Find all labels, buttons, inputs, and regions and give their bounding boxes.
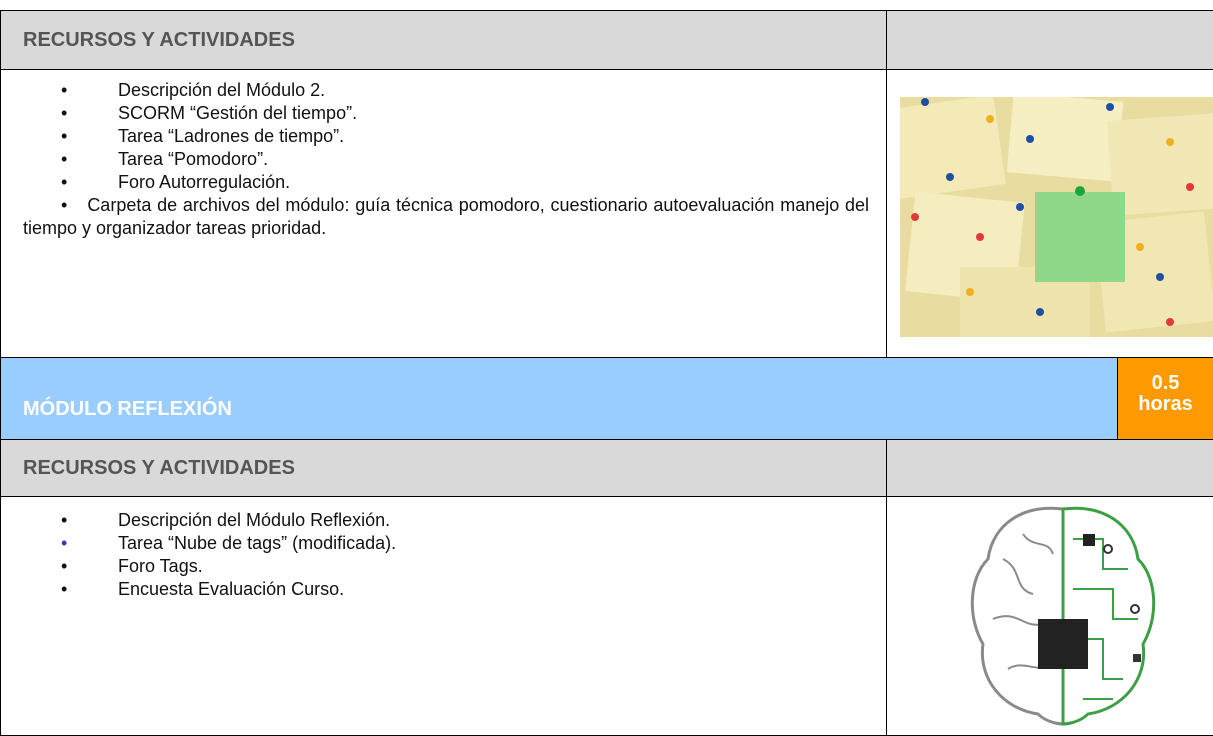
header-text: RECURSOS Y ACTIVIDADES [23, 28, 295, 51]
bullet: • [61, 172, 68, 192]
bullet: • [61, 149, 68, 169]
bullet: • [61, 103, 68, 123]
image-cell [886, 69, 1213, 358]
item-text: Foro Autorregulación. [118, 172, 291, 192]
item-text: Tarea “Ladrones de tiempo”. [118, 126, 345, 146]
image-cell [886, 496, 1213, 736]
bullet: • [61, 556, 68, 576]
item-text: Carpeta de archivos del módulo: guía téc… [23, 195, 869, 238]
item-list: • Descripción del Módulo Reflexión. • Tarea… [0, 496, 887, 736]
header-cell [886, 10, 1213, 70]
list-item: • Descripción del Módulo Reflexión. [1, 509, 886, 532]
module-title-cell: MÓDULO REFLEXIÓN [0, 357, 1118, 440]
bullet: • [61, 510, 68, 530]
list-item: • Tarea “Pomodoro”. [1, 148, 886, 171]
bullet: • [61, 80, 68, 100]
item-text: SCORM “Gestión del tiempo”. [118, 103, 358, 123]
sticky-notes-image [900, 97, 1213, 337]
item-text: Descripción del Módulo Reflexión. [118, 510, 391, 530]
list-item: • Encuesta Evaluación Curso. [1, 578, 886, 601]
header-text: RECURSOS Y ACTIVIDADES [23, 456, 295, 479]
bullet: • [61, 533, 68, 553]
item-text: Tarea “Pomodoro”. [118, 149, 269, 169]
bullet: • [61, 195, 68, 215]
list-item: • SCORM “Gestión del tiempo”. [1, 102, 886, 125]
list-item: • Carpeta de archivos del módulo: guía té… [1, 194, 886, 240]
list-item: • Tarea “Ladrones de tiempo”. [1, 125, 886, 148]
item-list: • Descripción del Módulo 2. • SCORM “Gestió… [0, 69, 887, 358]
hours-unit: horas [1138, 393, 1193, 415]
item-text: Tarea “Nube de tags” (modificada). [118, 533, 397, 553]
list-item: • Descripción del Módulo 2. [1, 79, 886, 102]
section-header: RECURSOS Y ACTIVIDADES [0, 10, 887, 70]
item-text: Descripción del Módulo 2. [118, 80, 326, 100]
header-cell [886, 439, 1213, 497]
bullet: • [61, 579, 68, 599]
bullet: • [61, 126, 68, 146]
list-item: • Foro Autorregulación. [1, 171, 886, 194]
hours-value: 0.5 [1151, 372, 1180, 394]
module-title: MÓDULO REFLEXIÓN [23, 398, 232, 420]
hours-cell: 0.5 horas [1117, 357, 1213, 440]
list-item: • Tarea “Nube de tags” (modificada). [1, 532, 886, 555]
brain-image [970, 506, 1156, 726]
list-item: • Foro Tags. [1, 555, 886, 578]
section-header: RECURSOS Y ACTIVIDADES [0, 439, 887, 497]
item-text: Encuesta Evaluación Curso. [118, 579, 345, 599]
item-text: Foro Tags. [118, 556, 203, 576]
